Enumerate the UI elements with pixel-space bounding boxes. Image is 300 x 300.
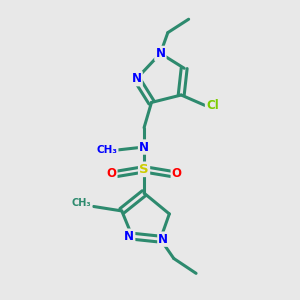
Text: O: O [106, 167, 116, 180]
Text: CH₃: CH₃ [96, 145, 117, 155]
Text: S: S [139, 163, 149, 176]
Text: N: N [124, 230, 134, 243]
Text: N: N [132, 72, 142, 85]
Text: O: O [172, 167, 182, 180]
Text: Cl: Cl [206, 99, 219, 112]
Text: N: N [155, 47, 165, 60]
Text: CH₃: CH₃ [72, 199, 92, 208]
Text: N: N [158, 233, 168, 246]
Text: N: N [139, 140, 149, 154]
